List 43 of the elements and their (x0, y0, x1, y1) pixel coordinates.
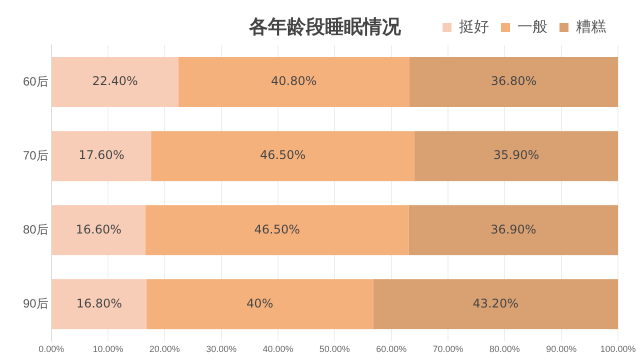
data-label: 16.60% (76, 222, 122, 236)
data-label: 40% (246, 296, 274, 310)
data-label: 36.90% (490, 222, 536, 236)
bar (145, 205, 409, 256)
bar (52, 57, 178, 108)
data-label: 43.20% (472, 296, 518, 310)
bar (151, 131, 415, 182)
data-label: 17.60% (78, 148, 124, 162)
bar (52, 279, 147, 330)
y-tick-label: 70后 (22, 148, 48, 162)
y-tick-label: 90后 (22, 296, 48, 310)
bar (52, 131, 152, 182)
x-tick-label: 80.00% (489, 344, 520, 354)
y-tick-label: 80后 (22, 222, 48, 236)
bar (52, 205, 146, 256)
bar (178, 57, 410, 108)
data-label: 35.90% (493, 148, 540, 162)
bar (408, 205, 618, 256)
bar (409, 57, 618, 108)
data-label: 46.50% (254, 222, 300, 236)
x-tick-label: 0.00% (38, 344, 64, 354)
x-tick-label: 20.00% (149, 344, 180, 354)
bar (373, 279, 618, 330)
data-label: 22.40% (92, 74, 138, 88)
x-tick-label: 10.00% (92, 344, 124, 354)
bar (146, 279, 374, 330)
legend-label: 糟糕 (576, 18, 606, 36)
chart-title: 各年龄段睡眠情况 (248, 15, 402, 40)
x-tick-label: 70.00% (432, 344, 464, 354)
x-tick-label: 100.00% (600, 344, 636, 354)
data-label: 16.80% (76, 296, 122, 310)
x-tick-label: 60.00% (376, 344, 407, 354)
x-tick-label: 90.00% (546, 344, 577, 354)
data-label: 40.80% (270, 74, 317, 88)
y-tick-label: 60后 (22, 74, 48, 88)
legend-label: 一般 (518, 18, 548, 36)
data-label: 46.50% (260, 148, 306, 162)
x-tick-label: 40.00% (262, 344, 294, 354)
bar (414, 131, 618, 182)
data-label: 36.80% (490, 74, 537, 88)
legend-label: 挺好 (459, 18, 489, 36)
x-tick-label: 30.00% (206, 344, 237, 354)
x-tick-label: 50.00% (319, 344, 350, 354)
